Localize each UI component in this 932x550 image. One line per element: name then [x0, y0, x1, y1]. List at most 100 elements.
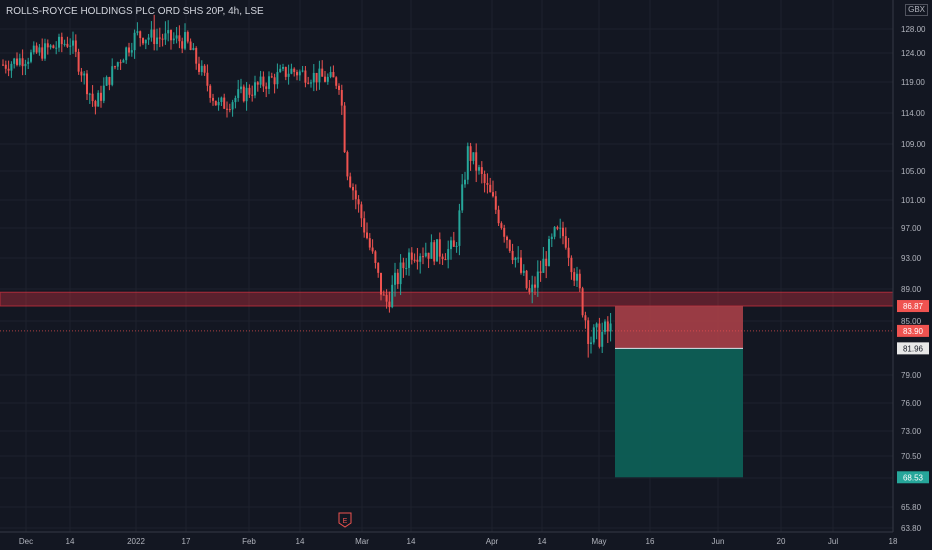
candle[interactable]	[438, 232, 441, 265]
candle[interactable]	[511, 243, 514, 265]
candle[interactable]	[604, 319, 606, 335]
candle[interactable]	[399, 254, 402, 296]
candle[interactable]	[97, 90, 100, 107]
candle[interactable]	[150, 21, 153, 42]
candle[interactable]	[366, 222, 368, 240]
candle[interactable]	[394, 262, 396, 297]
candle[interactable]	[310, 79, 312, 88]
candle[interactable]	[360, 201, 363, 228]
candle[interactable]	[534, 276, 536, 296]
candle[interactable]	[58, 33, 60, 52]
candle[interactable]	[542, 246, 545, 273]
candle[interactable]	[102, 77, 105, 104]
candle[interactable]	[189, 38, 192, 51]
candle[interactable]	[259, 70, 262, 88]
candle[interactable]	[161, 33, 164, 47]
candle[interactable]	[304, 66, 307, 88]
candle[interactable]	[111, 58, 114, 87]
candle[interactable]	[2, 59, 4, 66]
candle[interactable]	[382, 290, 385, 296]
candle[interactable]	[500, 221, 503, 230]
candle[interactable]	[10, 61, 13, 78]
candle[interactable]	[402, 257, 405, 278]
candle[interactable]	[265, 82, 268, 98]
candle[interactable]	[147, 33, 150, 45]
candle[interactable]	[340, 84, 343, 115]
candle[interactable]	[590, 336, 592, 354]
candle[interactable]	[508, 239, 511, 253]
candle[interactable]	[413, 253, 416, 263]
candle[interactable]	[122, 58, 125, 63]
candle[interactable]	[444, 253, 447, 261]
candle[interactable]	[142, 37, 144, 46]
candle[interactable]	[357, 195, 360, 213]
candle[interactable]	[570, 255, 573, 280]
candle[interactable]	[7, 60, 10, 77]
candle[interactable]	[195, 46, 198, 70]
candle[interactable]	[139, 30, 142, 47]
candle[interactable]	[18, 53, 21, 67]
candle[interactable]	[548, 235, 550, 267]
candle[interactable]	[396, 269, 399, 289]
candle[interactable]	[419, 253, 422, 274]
candle[interactable]	[268, 71, 270, 95]
candle[interactable]	[514, 256, 517, 268]
candle[interactable]	[307, 76, 310, 85]
candle[interactable]	[170, 29, 172, 50]
candle[interactable]	[326, 73, 329, 85]
candle[interactable]	[578, 269, 581, 292]
candle[interactable]	[550, 233, 553, 247]
candle[interactable]	[573, 268, 576, 286]
candle[interactable]	[220, 96, 223, 107]
candle[interactable]	[105, 75, 108, 87]
candle[interactable]	[422, 247, 424, 265]
candle[interactable]	[480, 161, 483, 184]
candle[interactable]	[172, 32, 175, 45]
candle[interactable]	[503, 224, 506, 243]
candle[interactable]	[284, 66, 287, 81]
candle[interactable]	[181, 37, 184, 54]
candle[interactable]	[256, 81, 259, 92]
candle[interactable]	[528, 280, 531, 295]
candle[interactable]	[114, 65, 116, 70]
candle[interactable]	[458, 203, 461, 256]
candle[interactable]	[335, 76, 338, 90]
candle[interactable]	[332, 65, 335, 78]
candle[interactable]	[80, 67, 83, 82]
candle[interactable]	[83, 71, 86, 85]
candle[interactable]	[234, 95, 237, 109]
candle[interactable]	[536, 260, 539, 297]
candle[interactable]	[72, 31, 74, 54]
candle[interactable]	[371, 239, 374, 254]
candle[interactable]	[321, 60, 324, 77]
candle[interactable]	[492, 180, 494, 198]
candle[interactable]	[130, 42, 133, 57]
candle[interactable]	[472, 152, 475, 165]
candle[interactable]	[273, 73, 276, 94]
candle[interactable]	[88, 92, 91, 104]
candle[interactable]	[329, 66, 332, 79]
candle[interactable]	[441, 253, 444, 265]
candle[interactable]	[385, 289, 388, 309]
candle[interactable]	[455, 241, 458, 253]
candle[interactable]	[153, 14, 156, 51]
candle[interactable]	[595, 322, 598, 340]
candle[interactable]	[203, 64, 206, 76]
candle[interactable]	[416, 247, 419, 270]
candle[interactable]	[108, 76, 111, 91]
candle[interactable]	[206, 64, 209, 92]
candle[interactable]	[276, 63, 279, 89]
candle[interactable]	[525, 269, 528, 290]
candle[interactable]	[539, 260, 542, 282]
candle[interactable]	[133, 29, 136, 59]
candle[interactable]	[91, 85, 94, 107]
candle[interactable]	[35, 42, 38, 54]
candle[interactable]	[559, 218, 562, 239]
candle[interactable]	[178, 25, 181, 49]
candle[interactable]	[94, 99, 97, 115]
candle[interactable]	[279, 64, 282, 73]
candle[interactable]	[116, 61, 119, 70]
candle[interactable]	[380, 272, 382, 301]
candle[interactable]	[184, 23, 186, 51]
candle[interactable]	[567, 237, 570, 267]
